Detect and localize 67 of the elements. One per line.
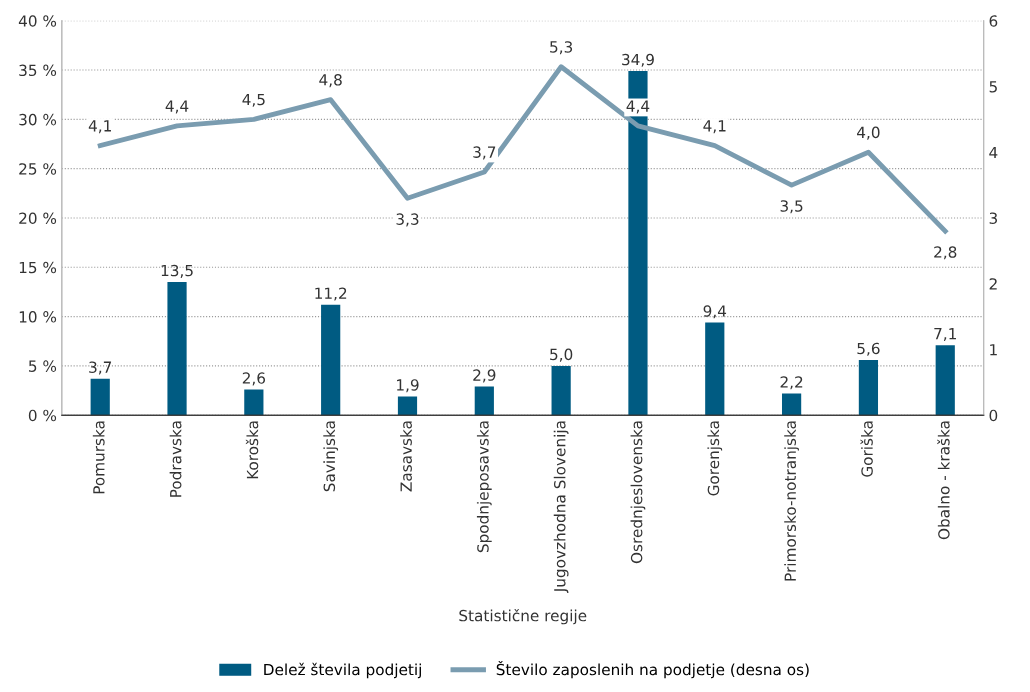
data-label: 4,1 xyxy=(703,120,726,134)
x-tick-label: Spodnjeposavska xyxy=(476,421,492,553)
data-label: 5,3 xyxy=(550,41,573,55)
y-tick-label: 30 % xyxy=(19,113,57,126)
data-label: 2,6 xyxy=(242,372,266,386)
data-label: 4,4 xyxy=(626,100,650,114)
bar xyxy=(705,322,725,416)
bar xyxy=(167,282,187,416)
data-label: 7,1 xyxy=(934,328,956,342)
data-label: 4,4 xyxy=(165,100,189,114)
y2-tick-label: 0 xyxy=(989,409,998,422)
data-label: 34,9 xyxy=(622,53,654,67)
x-tick-label: Podravska xyxy=(169,421,182,497)
legend-label: Število zaposlenih na podjetje (desna os) xyxy=(496,660,809,679)
y2-tick-label: 1 xyxy=(990,344,997,356)
y2-tick-label: 4 xyxy=(989,146,998,159)
data-label: 3,5 xyxy=(780,200,803,214)
x-tick-label: Savinjska xyxy=(323,421,339,492)
data-label: 4,0 xyxy=(857,126,880,140)
bar xyxy=(782,393,802,416)
data-label: 4,8 xyxy=(319,74,342,88)
x-tick-label: Primorsko-notranjska xyxy=(784,421,799,581)
y2-tick-label: 3 xyxy=(989,212,998,224)
data-label: 11,2 xyxy=(315,287,347,301)
data-label: 13,5 xyxy=(161,264,193,278)
x-tick-label: Koroška xyxy=(245,421,259,479)
bar xyxy=(628,71,648,416)
data-label: 3,7 xyxy=(473,146,496,160)
bar xyxy=(321,304,341,416)
data-label: 2,8 xyxy=(934,246,957,260)
y-tick-label: 5 % xyxy=(29,360,57,372)
data-label: 4,1 xyxy=(88,120,111,134)
y2-tick-label: 6 xyxy=(989,15,998,27)
y-tick-label: 35 % xyxy=(19,64,57,77)
y-tick-label: 25 % xyxy=(19,163,57,175)
x-tick-label: Pomurska xyxy=(92,421,105,494)
bar xyxy=(474,386,494,416)
y2-tick-label: 5 xyxy=(989,81,997,93)
bar xyxy=(935,345,955,416)
data-label: 9,4 xyxy=(703,305,727,319)
data-label: 3,7 xyxy=(89,361,112,375)
y-tick-label: 15 % xyxy=(19,261,57,274)
legend-label: Delež števila podjetij xyxy=(264,662,421,679)
y-tick-label: 10 % xyxy=(19,311,57,323)
y-tick-label: 40 % xyxy=(18,15,57,27)
y-tick-label: 20 % xyxy=(19,212,57,224)
y2-tick-label: 2 xyxy=(989,278,997,290)
data-label: 2,2 xyxy=(780,376,803,390)
x-axis-title: Statistične regije xyxy=(459,608,587,625)
y-tick-label: 0 % xyxy=(28,409,57,422)
x-tick-label: Osrednjeslovenska xyxy=(630,421,646,564)
data-label: 5,6 xyxy=(857,342,880,356)
bar xyxy=(244,389,264,416)
data-label: 2,9 xyxy=(473,369,496,383)
data-label: 5,0 xyxy=(550,348,573,362)
data-label: 3,3 xyxy=(396,213,419,227)
data-label: 4,5 xyxy=(242,93,265,107)
bar xyxy=(551,365,571,416)
data-label: 1,9 xyxy=(397,379,419,393)
bar xyxy=(858,359,879,416)
x-tick-label: Obalno - kraška xyxy=(937,421,950,540)
x-tick-label: Zasavska xyxy=(400,421,412,492)
x-tick-label: Gorenjska xyxy=(707,421,723,496)
bar xyxy=(90,378,110,416)
bar xyxy=(397,396,418,416)
x-tick-label: Goriška xyxy=(860,421,873,477)
x-tick-label: Jugovzhodna Slovenija xyxy=(553,421,569,594)
